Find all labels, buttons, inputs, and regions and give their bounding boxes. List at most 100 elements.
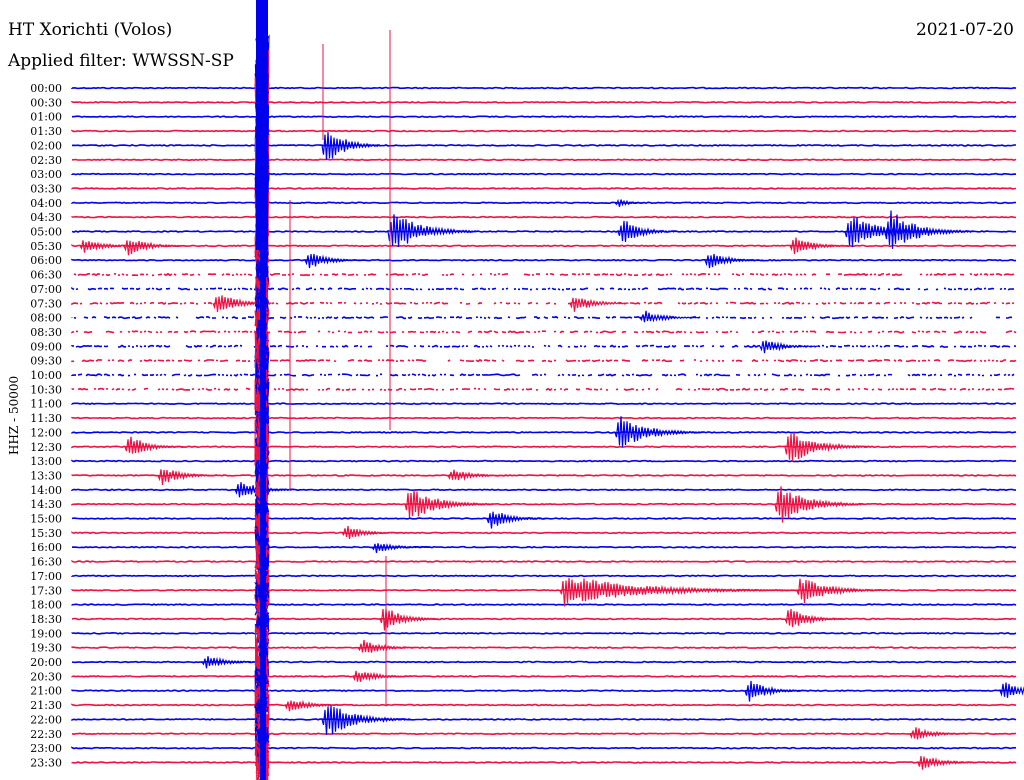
time-label: 21:00 bbox=[30, 685, 62, 698]
trace-line bbox=[71, 344, 1017, 348]
seismic-event bbox=[157, 469, 217, 485]
time-label: 09:00 bbox=[30, 340, 62, 353]
time-label: 05:00 bbox=[30, 226, 62, 239]
time-label: 14:00 bbox=[30, 484, 62, 497]
seismic-event bbox=[759, 340, 819, 354]
time-label: 04:00 bbox=[30, 197, 62, 210]
trace-line bbox=[71, 603, 1017, 606]
seismic-event bbox=[639, 310, 699, 323]
time-label: 10:00 bbox=[30, 369, 62, 382]
time-label: 08:30 bbox=[30, 326, 62, 339]
seismic-event bbox=[784, 608, 844, 628]
seismic-event bbox=[379, 608, 439, 631]
trace-line bbox=[71, 230, 1017, 233]
trace-line bbox=[71, 474, 1017, 477]
trace-line bbox=[72, 115, 1017, 119]
time-label: 07:00 bbox=[30, 283, 62, 296]
seismic-event bbox=[124, 436, 184, 454]
trace-line bbox=[71, 560, 1017, 563]
time-label: 17:00 bbox=[30, 570, 62, 583]
seismic-event bbox=[614, 416, 704, 448]
seismic-event bbox=[387, 214, 477, 248]
time-label: 10:30 bbox=[30, 383, 62, 396]
time-label: 13:00 bbox=[30, 455, 62, 468]
trace-line bbox=[71, 172, 1017, 176]
seismic-event bbox=[371, 543, 431, 553]
seismic-event bbox=[917, 756, 977, 770]
time-label: 19:30 bbox=[30, 642, 62, 655]
date-label: 2021-07-20 bbox=[915, 20, 1014, 40]
trace-line bbox=[71, 86, 1017, 90]
time-label: 00:00 bbox=[30, 82, 62, 95]
time-label: 12:30 bbox=[30, 441, 62, 454]
trace-line bbox=[71, 100, 1017, 104]
trace-line bbox=[71, 617, 1016, 621]
trace-line bbox=[71, 718, 1017, 721]
seismic-event bbox=[704, 253, 764, 269]
trace-line bbox=[74, 274, 1016, 276]
time-label: 18:30 bbox=[30, 613, 62, 626]
trace-line bbox=[71, 258, 1016, 262]
time-label: 20:00 bbox=[30, 656, 62, 669]
time-label: 02:00 bbox=[30, 139, 62, 152]
time-label: 15:30 bbox=[30, 527, 62, 540]
time-label: 09:30 bbox=[30, 355, 62, 368]
time-label: 17:30 bbox=[30, 584, 62, 597]
trace-line bbox=[71, 675, 1017, 678]
trace-line bbox=[71, 402, 1017, 406]
time-label: 06:30 bbox=[30, 269, 62, 282]
time-label: 21:30 bbox=[30, 699, 62, 712]
time-label: 16:00 bbox=[30, 541, 62, 554]
seismic-traces bbox=[71, 86, 1017, 764]
trace-line bbox=[71, 187, 1017, 190]
time-label: 19:00 bbox=[30, 627, 62, 640]
trace-line bbox=[71, 330, 1017, 334]
trace-line bbox=[71, 732, 1017, 736]
time-label: 04:30 bbox=[30, 211, 62, 224]
trace-line bbox=[72, 288, 1016, 290]
trace-line bbox=[71, 431, 1017, 434]
main-shock-saturation bbox=[260, 250, 266, 780]
time-label: 01:00 bbox=[30, 111, 62, 124]
time-label: 11:30 bbox=[30, 412, 62, 425]
seismic-event bbox=[884, 210, 974, 249]
seismic-event bbox=[617, 220, 677, 243]
seismic-events bbox=[79, 0, 1024, 780]
seismic-event bbox=[341, 526, 401, 539]
time-label: 11:00 bbox=[30, 398, 62, 411]
time-label: 02:30 bbox=[30, 154, 62, 167]
trace-line bbox=[72, 317, 1016, 319]
time-label: 03:00 bbox=[30, 168, 62, 181]
time-label: 23:30 bbox=[30, 756, 62, 769]
seismic-event bbox=[321, 132, 381, 160]
seismic-event bbox=[909, 727, 969, 740]
trace-line bbox=[71, 416, 1017, 420]
trace-line bbox=[71, 244, 1017, 248]
seismic-event bbox=[123, 240, 183, 256]
seismic-event bbox=[789, 237, 849, 255]
seismic-event bbox=[744, 680, 804, 702]
trace-line bbox=[71, 703, 1017, 707]
seismic-event bbox=[79, 240, 139, 253]
time-label: 05:30 bbox=[30, 240, 62, 253]
seismic-event bbox=[614, 198, 644, 207]
time-label: 23:00 bbox=[30, 742, 62, 755]
trace-line bbox=[71, 545, 1017, 549]
seismic-event bbox=[486, 511, 546, 529]
seismic-event bbox=[284, 699, 344, 712]
trace-line bbox=[72, 389, 1016, 391]
seismic-event bbox=[321, 705, 411, 735]
time-label: 01:30 bbox=[30, 125, 62, 138]
trace-line bbox=[71, 459, 1017, 463]
time-label: 00:30 bbox=[30, 96, 62, 109]
seismic-event bbox=[796, 578, 886, 604]
trace-line bbox=[71, 574, 1017, 578]
time-label: 16:30 bbox=[30, 556, 62, 569]
trace-line bbox=[71, 746, 1017, 750]
trace-line bbox=[71, 144, 1016, 147]
trace-line bbox=[71, 502, 1017, 506]
trace-line bbox=[71, 215, 1017, 219]
time-label: 03:30 bbox=[30, 182, 62, 195]
